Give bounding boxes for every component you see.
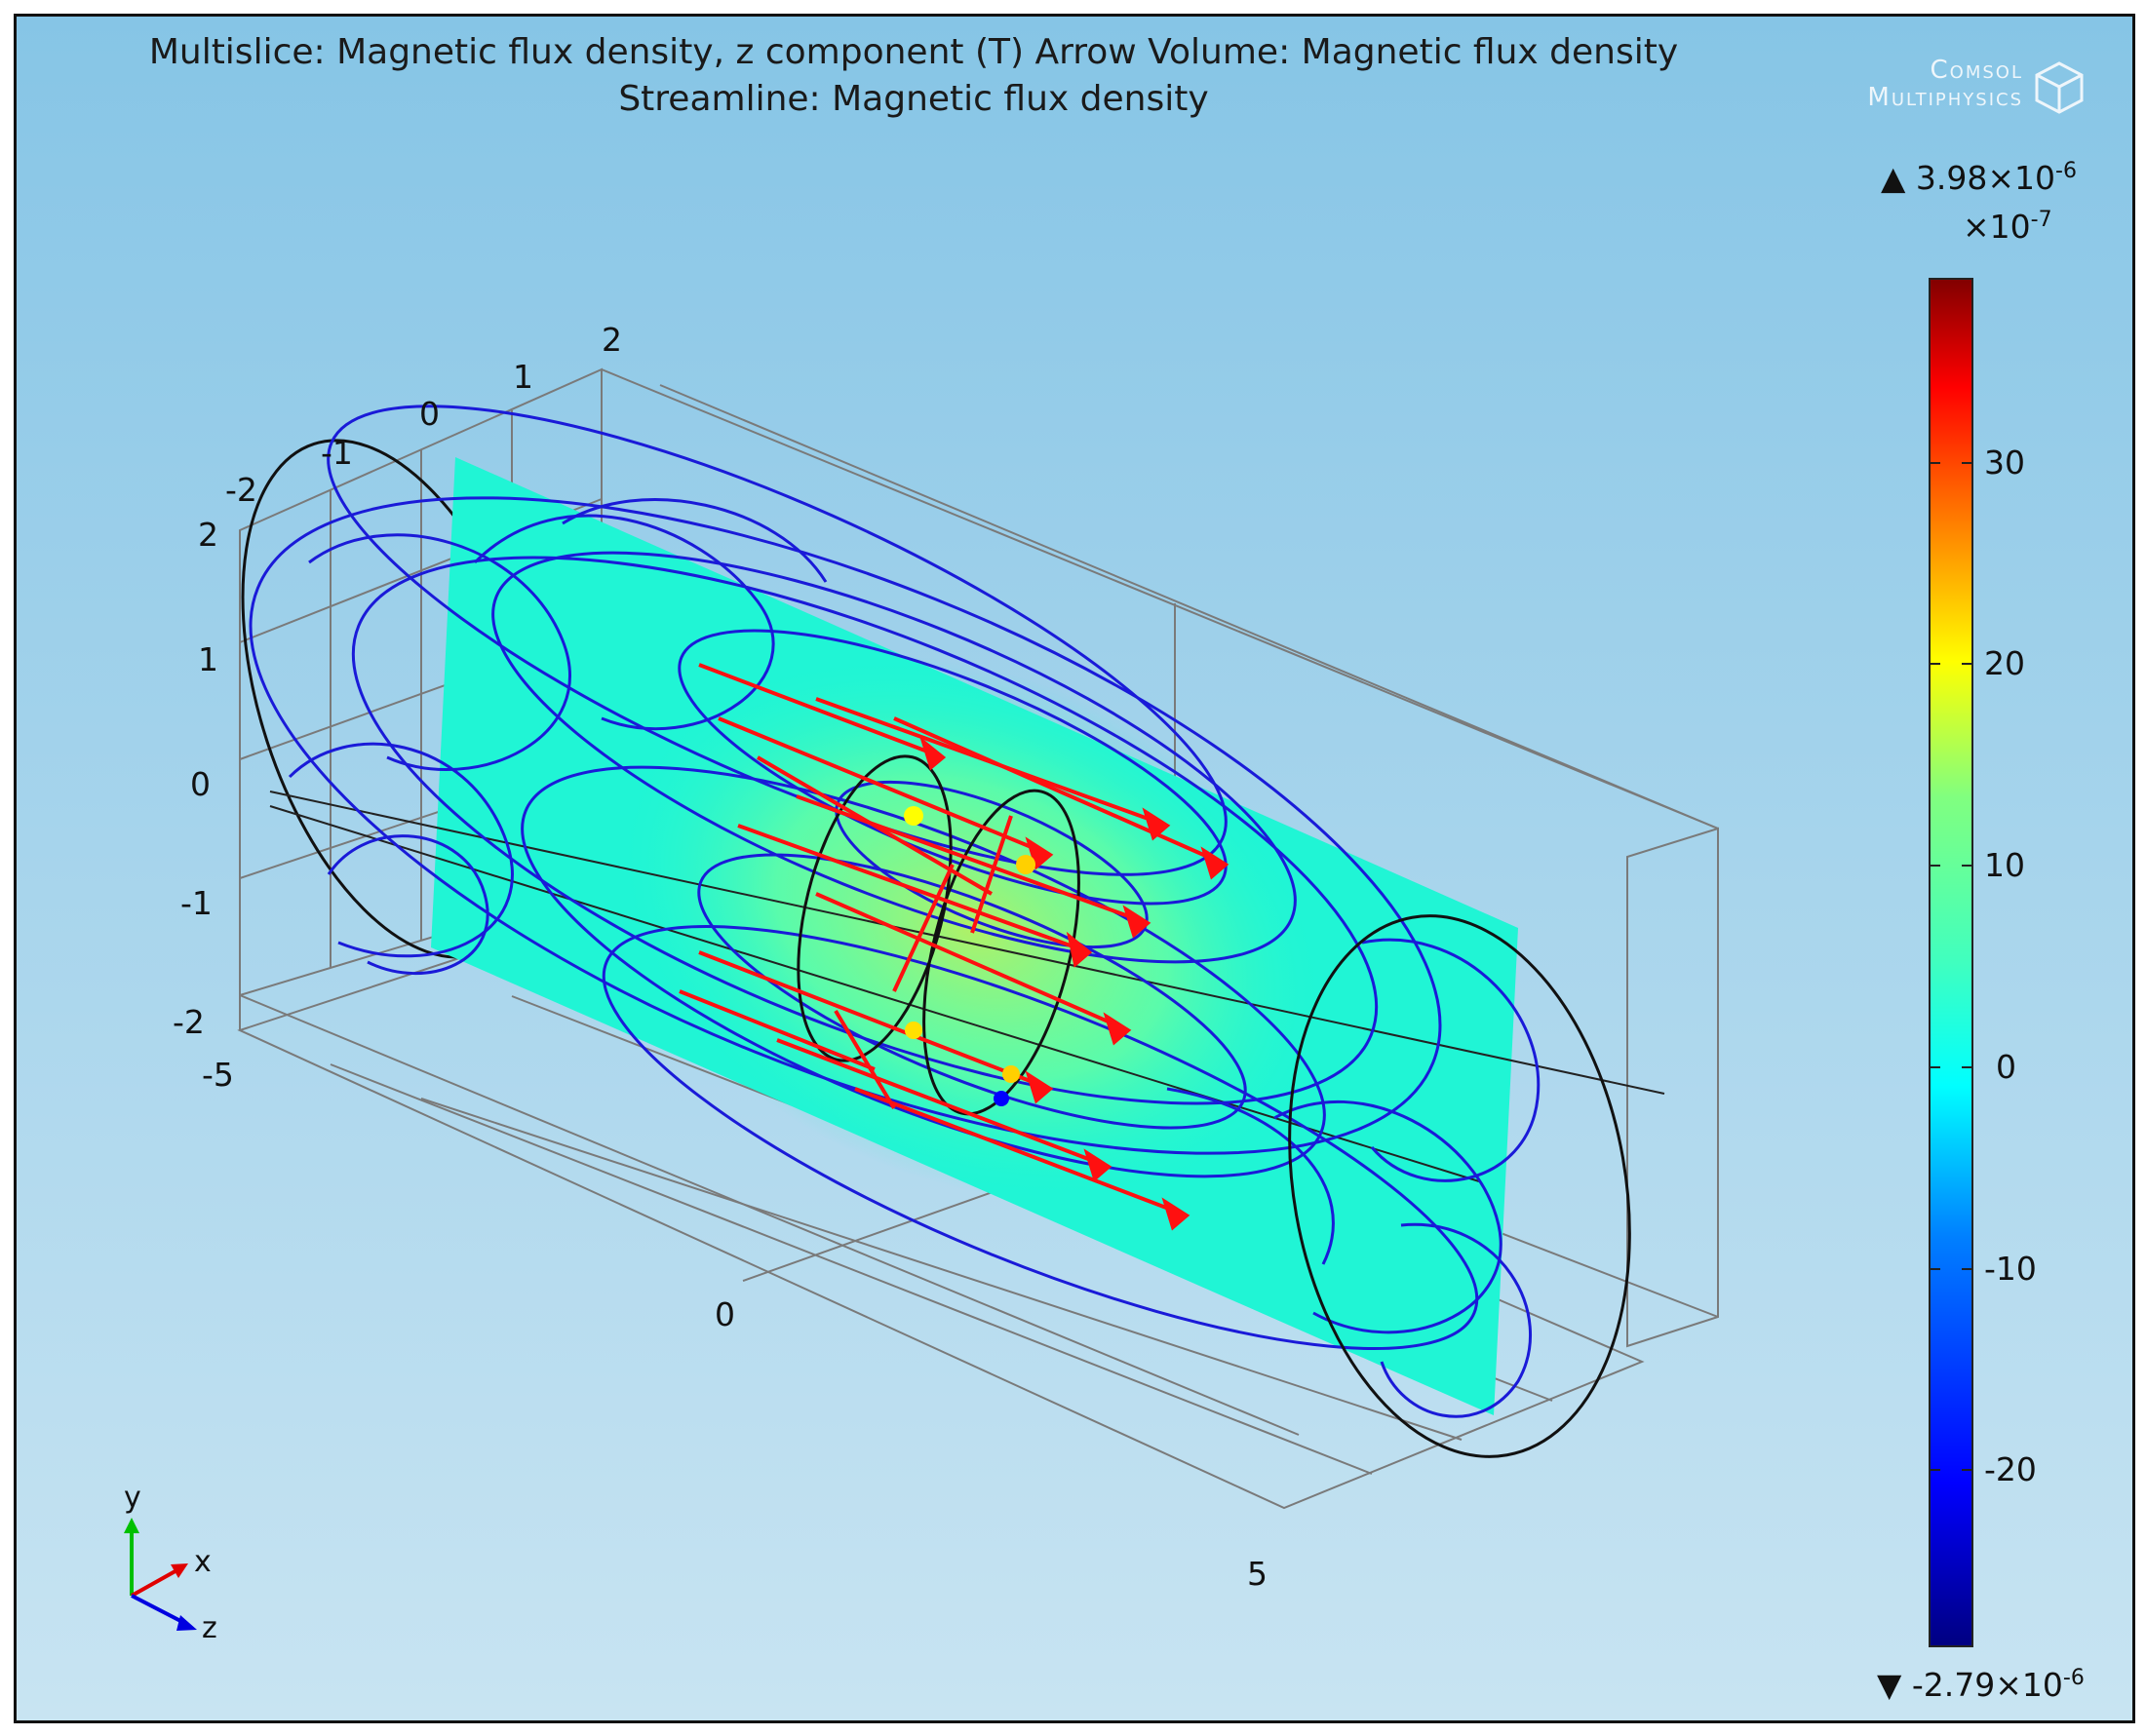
- streamlines: [249, 405, 1541, 1418]
- colorbar-tick-label: 20: [1984, 644, 2025, 682]
- plot-title-line-2: Streamline: Magnetic flux density: [618, 79, 1209, 119]
- colorbar-tick-label: -20: [1984, 1450, 2037, 1488]
- axis-triad: [124, 1518, 197, 1631]
- plot-title-line-1: Multislice: Magnetic flux density, z com…: [148, 32, 1679, 72]
- z-tick: 2: [602, 321, 622, 359]
- logo-text-top: Comsol: [1930, 56, 2023, 85]
- arrow-hotspots: [904, 806, 1035, 1106]
- colorbar-tick-label: -10: [1984, 1250, 2037, 1288]
- triad-y-label: y: [124, 1481, 141, 1515]
- plot-canvas[interactable]: [17, 17, 2132, 1720]
- y-tick: 1: [198, 640, 218, 678]
- logo-cube-icon: [2035, 61, 2084, 114]
- coil-cross-section-1: [797, 754, 953, 1062]
- z-tick: -1: [321, 434, 353, 472]
- coil-cross-section-2: [922, 789, 1080, 1116]
- colorbar-tick-label: 0: [1996, 1048, 2016, 1086]
- colorbar-fill: [1929, 278, 1973, 1647]
- colorbar-tick-label: 10: [1984, 846, 2025, 884]
- x-tick: 5: [1247, 1555, 1268, 1593]
- x-tick: 0: [715, 1295, 735, 1333]
- logo-text-bottom: Multiphysics: [1867, 83, 2023, 112]
- x-tick: -5: [202, 1056, 234, 1094]
- colorbar: [1929, 278, 1973, 1647]
- colorbar-max-label: ▲ 3.98×10-6: [1881, 159, 2077, 197]
- coil-end-right: [1288, 914, 1631, 1458]
- cylinder-axis: [269, 791, 1665, 1095]
- colorbar-tick-label: 30: [1984, 444, 2025, 482]
- arrow-volume: [679, 663, 1229, 1231]
- triad-x-label: x: [194, 1545, 212, 1579]
- min-triangle-icon: ▼: [1877, 1666, 1902, 1704]
- triad-z-label: z: [202, 1611, 217, 1645]
- y-tick: -1: [180, 884, 213, 922]
- z-tick: -2: [225, 471, 257, 509]
- max-triangle-icon: ▲: [1881, 159, 1906, 197]
- colorbar-min-label: ▼ -2.79×10-6: [1877, 1666, 2085, 1704]
- colorbar-scale-label: ×10-7: [1963, 208, 2052, 246]
- comsol-logo: Comsol Multiphysics: [1762, 54, 2113, 122]
- y-tick: 0: [190, 765, 211, 803]
- plot-window: Multislice: Magnetic flux density, z com…: [14, 14, 2135, 1723]
- z-tick: 1: [513, 358, 533, 396]
- z-tick: 0: [419, 395, 440, 433]
- y-tick: -2: [173, 1003, 205, 1041]
- y-tick: 2: [198, 516, 218, 554]
